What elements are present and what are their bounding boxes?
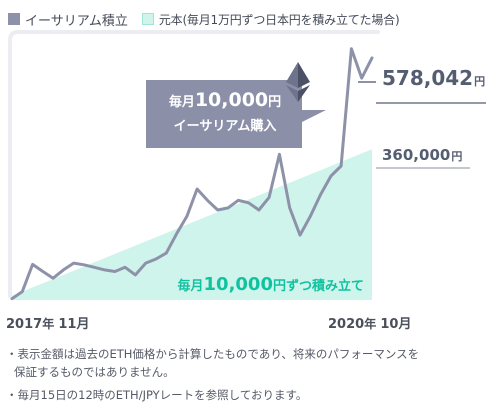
final-value-unit: 円 — [474, 75, 486, 88]
x-axis-start-label: 2017年 11月 — [6, 313, 89, 332]
callout-amount: 10,000 — [194, 89, 269, 111]
principal-area — [12, 149, 372, 300]
legend-swatch-principal — [141, 13, 154, 25]
legend-item-ethereum: イーサリアム積立 — [8, 10, 128, 29]
x-end-year: 2020 — [328, 317, 365, 332]
disclaimer-line-1: ・表示金額は過去のETH価格から計算したものであり、将来のパフォーマンスを — [6, 347, 420, 361]
area-label-amount: 10,000 — [203, 274, 273, 295]
legend-swatch-ethereum — [8, 13, 20, 25]
chart-legend: イーサリアム積立 元本(毎月1万円ずつ日本円を積み立てた場合) — [8, 8, 413, 30]
callout-line-1: 毎月10,000円 — [148, 88, 302, 115]
final-value-label: 578,042円 — [382, 66, 485, 90]
x-start-year: 2017 — [6, 317, 43, 332]
principal-value-label: 360,000円 — [382, 146, 462, 164]
x-start-month: 11月 — [58, 317, 90, 332]
disclaimer-line-3: ・毎月15日の12時のETH/JPYレートを参照しております。 — [6, 388, 308, 402]
callout-prefix: 毎月 — [168, 95, 195, 110]
area-label-prefix: 毎月 — [177, 279, 204, 294]
disclaimer-line-2: 保証するものではありません。 — [14, 365, 175, 379]
principal-value-unit: 円 — [451, 150, 463, 163]
x-axis-end-label: 2020年 10月 — [328, 313, 411, 332]
ethereum-line — [10, 47, 374, 301]
callout-line-2: イーサリアム購入 — [173, 119, 277, 134]
legend-label-principal: 元本(毎月1万円ずつ日本円を積み立てた場合) — [158, 12, 400, 27]
final-value-amount: 578,042 — [382, 66, 474, 90]
x-start-year-suffix: 年 — [42, 317, 59, 331]
principal-value-amount: 360,000 — [382, 146, 451, 164]
x-end-month: 10月 — [380, 317, 412, 332]
legend-item-principal: 元本(毎月1万円ずつ日本円を積み立てた場合) — [141, 11, 400, 28]
area-label-suffix: 円ずつ積み立て — [272, 279, 364, 294]
principal-area-label: 毎月10,000円ずつ積み立て — [146, 274, 365, 295]
callout-unit: 円 — [268, 95, 282, 110]
chart-frame — [8, 30, 380, 298]
callout-box — [146, 80, 326, 148]
callout-text: 毎月10,000円 イーサリアム購入 — [148, 88, 302, 139]
legend-label-ethereum: イーサリアム積立 — [25, 13, 128, 29]
x-end-year-suffix: 年 — [364, 317, 381, 331]
ethereum-icon — [286, 62, 310, 102]
